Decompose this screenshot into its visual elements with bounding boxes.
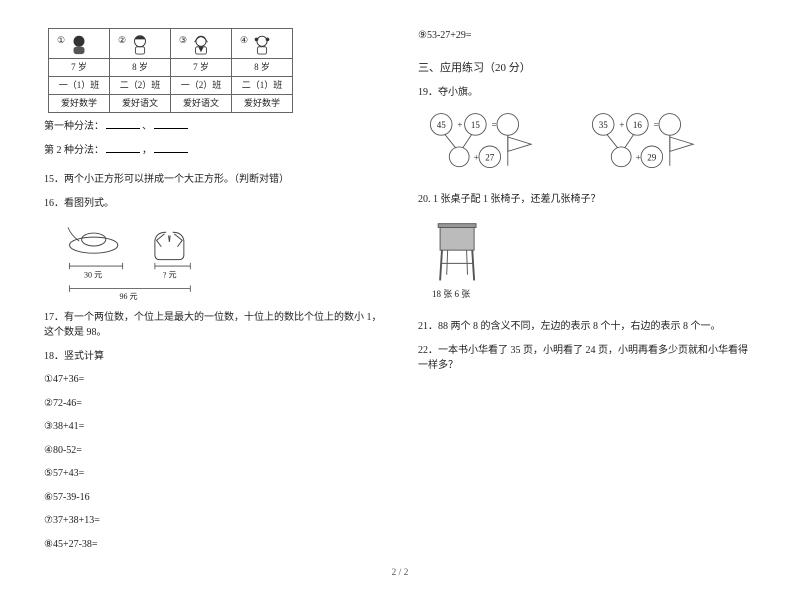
- class-1: 一（1）班: [49, 77, 110, 95]
- svg-text:27: 27: [485, 152, 495, 162]
- svg-text:=: =: [654, 120, 659, 130]
- hobby-2: 爱好语文: [110, 95, 171, 113]
- section-3-head: 三、应用练习（20 分）: [418, 60, 756, 77]
- student-1-face: ①: [49, 29, 110, 59]
- eq4: ④80-52=: [44, 443, 382, 459]
- blank: [154, 143, 188, 153]
- idx3: ③: [179, 34, 187, 48]
- q16-text: 16．看图列式。: [44, 196, 382, 212]
- m1a: 第一种分法：: [44, 121, 104, 132]
- student-table: ① ② ③ ④ 7 岁 8 岁 7 岁 8 岁 一（1）: [48, 28, 293, 113]
- svg-text:+: +: [457, 120, 462, 130]
- age-3: 7 岁: [171, 59, 232, 77]
- class-3: 一（2）班: [171, 77, 232, 95]
- svg-text:+: +: [619, 120, 624, 130]
- svg-text:30 元: 30 元: [84, 270, 102, 279]
- page-footer: 2 / 2: [0, 568, 800, 578]
- class-2: 二（2）班: [110, 77, 171, 95]
- eq7: ⑦37+38+13=: [44, 513, 382, 529]
- q19-text: 19．夺小旗。: [418, 85, 756, 101]
- svg-text:15: 15: [471, 120, 481, 130]
- method-2-line: 第 2 种分法： ，: [44, 143, 382, 159]
- eq1: ①47+36=: [44, 372, 382, 388]
- method-1-line: 第一种分法： 、: [44, 119, 382, 135]
- svg-text:? 元: ? 元: [163, 270, 177, 279]
- eq6: ⑥57-39-16: [44, 490, 382, 506]
- svg-text:16: 16: [633, 120, 643, 130]
- hobby-1: 爱好数学: [49, 95, 110, 113]
- blank: [106, 143, 140, 153]
- hat-shirt-figure: 30 元 ? 元 96 元: [52, 221, 232, 302]
- blank: [106, 119, 140, 129]
- eq3: ③38+41=: [44, 419, 382, 435]
- q20-text: 20. 1 张桌子配 1 张椅子，还差几张椅子？: [418, 192, 756, 208]
- q17-text: 17．有一个两位数，个位上是最大的一位数，十位上的数比个位上的数小 1，这个数是…: [44, 310, 382, 341]
- m2b: ，: [142, 145, 152, 156]
- eq2: ②72-46=: [44, 396, 382, 412]
- eq5: ⑤57+43=: [44, 466, 382, 482]
- idx2: ②: [118, 34, 126, 48]
- svg-text:+: +: [474, 152, 479, 162]
- q18-text: 18．竖式计算: [44, 349, 382, 365]
- idx1: ①: [57, 34, 65, 48]
- age-1: 7 岁: [49, 59, 110, 77]
- svg-text:35: 35: [599, 120, 609, 130]
- svg-text:29: 29: [647, 152, 657, 162]
- hobby-4: 爱好数学: [232, 95, 293, 113]
- class-4: 二（1）班: [232, 77, 293, 95]
- flag-diagram: 45 + 15 = + 27 35 + 16 = +: [418, 110, 738, 182]
- svg-text:96 元: 96 元: [119, 292, 137, 301]
- hobby-3: 爱好语文: [171, 95, 232, 113]
- svg-text:45: 45: [437, 120, 447, 130]
- m2a: 第 2 种分法：: [44, 145, 104, 156]
- student-2-face: ②: [110, 29, 171, 59]
- desk-figure: [430, 218, 488, 288]
- idx4: ④: [240, 34, 248, 48]
- q21-text: 21．88 两个 8 的含义不同，左边的表示 8 个十，右边的表示 8 个一。: [418, 319, 756, 335]
- svg-text:=: =: [492, 120, 497, 130]
- eq8: ⑧45+27-38=: [44, 537, 382, 553]
- svg-text:+: +: [636, 152, 641, 162]
- eq9: ⑨53-27+29=: [418, 28, 756, 44]
- q15-text: 15．两个小正方形可以拼成一个大正方形。（判断对错）: [44, 172, 382, 188]
- m1b: 、: [142, 121, 152, 132]
- q22-text: 22．一本书小华看了 35 页，小明看了 24 页，小明再看多少页就和小华看得一…: [418, 343, 756, 374]
- desk-caption: 18 张 6 张: [432, 288, 756, 302]
- age-2: 8 岁: [110, 59, 171, 77]
- student-4-face: ④: [232, 29, 293, 59]
- age-4: 8 岁: [232, 59, 293, 77]
- student-3-face: ③: [171, 29, 232, 59]
- blank: [154, 119, 188, 129]
